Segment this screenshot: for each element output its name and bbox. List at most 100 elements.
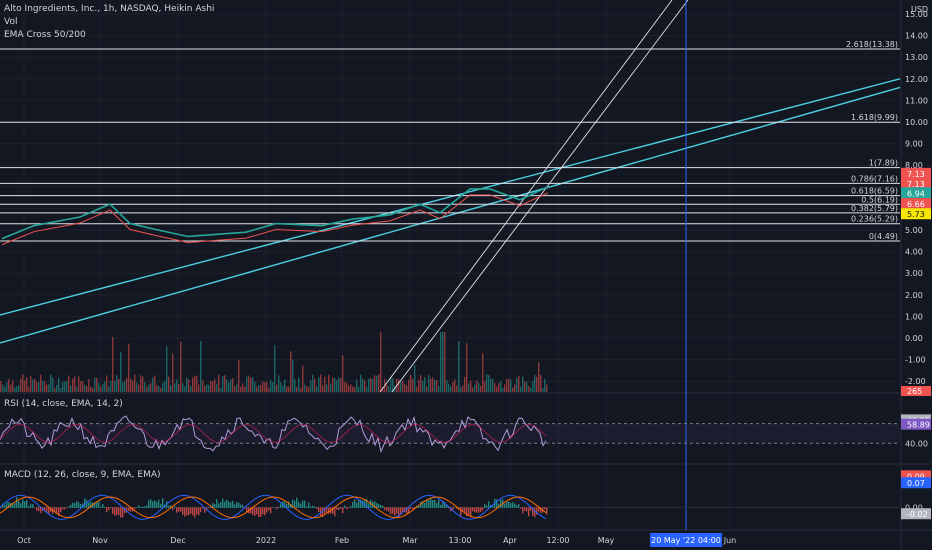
volume-bar	[410, 374, 412, 392]
macd-histogram-bar	[384, 507, 386, 510]
volume-bar	[494, 383, 496, 392]
volume-bar	[426, 386, 428, 392]
volume-bar	[510, 379, 512, 392]
macd-histogram-bar	[376, 502, 378, 508]
macd-histogram-bar	[154, 500, 156, 508]
macd-histogram-bar	[20, 503, 22, 508]
macd-histogram-bar	[486, 505, 488, 508]
volume-bar	[4, 386, 6, 392]
volume-bar	[424, 377, 426, 392]
price-tick-label: -1.00	[905, 356, 926, 365]
volume-bar	[358, 386, 360, 392]
time-tick-label: Nov	[92, 536, 108, 545]
macd-histogram-bar	[162, 498, 164, 508]
volume-bar	[408, 379, 410, 392]
macd-histogram-bar	[186, 507, 188, 516]
volume-bar	[290, 351, 292, 392]
volume-bar	[250, 377, 252, 392]
volume-bar	[284, 379, 286, 392]
macd-histogram-bar	[430, 498, 432, 508]
macd-histogram-bar	[320, 507, 322, 516]
price-badge-label: 6.94	[907, 189, 925, 198]
fib-level-label: 1.618(9.99)	[851, 113, 898, 122]
volume-bar	[42, 381, 44, 392]
macd-histogram-bar	[12, 504, 14, 508]
macd-histogram-bar	[332, 507, 334, 514]
macd-histogram-bar	[412, 507, 414, 509]
volume-bar	[26, 377, 28, 392]
volume-bar	[170, 385, 172, 392]
macd-histogram-bar	[14, 503, 16, 508]
macd-histogram-bar	[216, 499, 218, 508]
macd-histogram-bar	[520, 507, 522, 509]
macd-histogram-bar	[16, 497, 18, 508]
volume-bar	[498, 383, 500, 392]
volume-bar	[400, 381, 402, 392]
volume-bar	[16, 386, 18, 392]
volume-bar	[288, 386, 290, 392]
volume-bar	[196, 375, 198, 392]
macd-histogram-bar	[364, 499, 366, 508]
volume-bar	[138, 384, 140, 392]
volume-bar	[398, 379, 400, 392]
volume-bar	[10, 384, 12, 392]
price-tick-label: 4.00	[905, 248, 923, 257]
macd-histogram-bar	[28, 506, 30, 508]
volume-bar	[116, 375, 118, 392]
price-tick-label: 12.00	[905, 75, 928, 84]
macd-histogram-bar	[414, 507, 416, 509]
price-tick-label: 2.00	[905, 291, 923, 300]
macd-histogram-bar	[464, 507, 466, 514]
macd-histogram-bar	[446, 504, 448, 508]
volume-badge-label: 265	[907, 387, 922, 396]
volume-bar	[364, 380, 366, 392]
macd-histogram-bar	[190, 507, 192, 514]
volume-bar	[76, 386, 78, 392]
macd-histogram-bar	[230, 502, 232, 508]
volume-bar	[110, 381, 112, 392]
volume-bar	[62, 381, 64, 392]
macd-histogram-bar	[106, 507, 108, 513]
macd-histogram-bar	[108, 507, 110, 511]
volume-bar	[406, 385, 408, 392]
macd-histogram-bar	[220, 502, 222, 508]
macd-histogram-bar	[394, 507, 396, 516]
macd-histogram-bar	[90, 501, 92, 508]
macd-histogram-bar	[348, 507, 350, 509]
time-tick-label: Mar	[402, 536, 418, 545]
volume-bar	[446, 380, 448, 392]
macd-histogram-bar	[536, 507, 538, 515]
volume-bar	[88, 379, 90, 392]
crosshair-time-label: 20 May '22 04:00	[651, 536, 721, 545]
macd-histogram-bar	[460, 507, 462, 517]
fib-level-label: 0.618(6.59)	[851, 187, 898, 196]
volume-bar	[318, 377, 320, 392]
macd-histogram-bar	[102, 503, 104, 508]
volume-bar	[6, 382, 8, 392]
volume-bar	[466, 343, 468, 392]
macd-histogram-bar	[322, 507, 324, 518]
volume-bar	[272, 381, 274, 392]
volume-bar	[256, 386, 258, 392]
rsi-line	[0, 415, 547, 454]
volume-bar	[500, 380, 502, 392]
volume-bar	[268, 387, 270, 392]
macd-histogram-bar	[452, 507, 454, 511]
volume-bar	[66, 381, 68, 392]
macd-histogram-bar	[120, 507, 122, 518]
volume-bar	[248, 375, 250, 392]
macd-histogram-bar	[184, 507, 186, 517]
volume-bar	[326, 384, 328, 392]
macd-histogram-bar	[342, 507, 344, 514]
macd-histogram-bar	[346, 507, 348, 510]
macd-histogram-bar	[252, 507, 254, 515]
price-tick-label: 5.00	[905, 226, 923, 235]
volume-bar	[378, 374, 380, 392]
macd-histogram-bar	[34, 507, 36, 508]
macd-histogram-bar	[526, 507, 528, 512]
macd-histogram-bar	[496, 499, 498, 508]
volume-bar	[14, 387, 16, 392]
volume-bar	[244, 386, 246, 392]
macd-histogram-bar	[30, 503, 32, 508]
